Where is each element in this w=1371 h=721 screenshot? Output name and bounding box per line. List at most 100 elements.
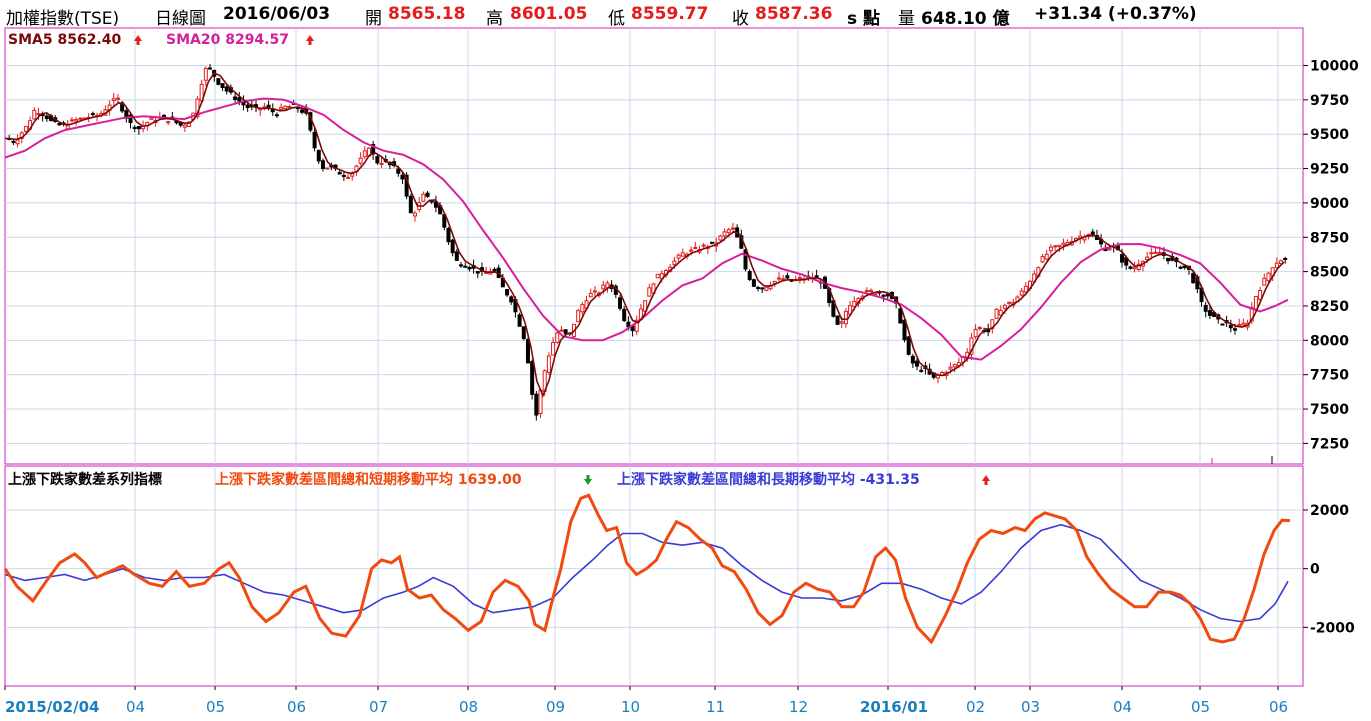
candle-up — [325, 167, 330, 170]
candle-up — [693, 246, 698, 249]
candle-up — [187, 121, 192, 128]
osc-ytick-label: -2000 — [1310, 620, 1355, 636]
xtick-label: 03 — [1021, 698, 1040, 716]
candle-up — [1237, 324, 1242, 327]
candle-up — [655, 273, 660, 279]
open-value: 8565.18 — [388, 4, 466, 24]
candle-down — [216, 78, 221, 85]
candle-up — [869, 289, 874, 292]
candle-down — [237, 97, 242, 102]
close-label: 收 — [732, 9, 749, 29]
candle-down — [919, 369, 924, 372]
candle-up — [1266, 272, 1271, 282]
candle-down — [57, 123, 62, 126]
candle-down — [312, 131, 317, 149]
candle-up — [1044, 253, 1049, 260]
price-panel — [4, 64, 1289, 464]
up-arrow — [134, 35, 142, 45]
candle-up — [203, 67, 208, 81]
period-label: 日線圖 — [155, 9, 206, 29]
candle-up — [864, 290, 869, 293]
quote-header: 加權指數(TSE) 日線圖 2016/06/03 開 8565.18 高 860… — [0, 0, 1371, 29]
xtick-label: 2015/02/04 — [5, 698, 99, 716]
candle-up — [546, 355, 551, 373]
candle-down — [375, 156, 380, 164]
axes: 10000 9750 9500 9250 9000 8750 8500 8250 8000 775… — [4, 58, 1359, 716]
candle-up — [362, 150, 367, 158]
candle-down — [505, 289, 510, 296]
candle-down — [396, 168, 401, 174]
low-value: 8559.77 — [631, 4, 709, 24]
candle-down — [618, 297, 623, 309]
price-ytick-label: 8750 — [1310, 230, 1349, 246]
candle-down — [881, 294, 886, 297]
candle-up — [1053, 245, 1058, 248]
candle-down — [178, 122, 183, 126]
candle-up — [1253, 295, 1258, 310]
sma20-legend: SMA20 8294.57 — [166, 32, 289, 48]
sma20-line — [4, 97, 1289, 361]
candle-up — [1023, 285, 1028, 293]
candle-up — [379, 162, 384, 165]
candle-up — [1262, 277, 1267, 286]
oscillator-panel-border — [4, 465, 1304, 687]
candle-up — [592, 290, 597, 293]
candle-down — [1203, 304, 1208, 312]
high-value: 8601.05 — [510, 4, 588, 24]
candle-down — [530, 361, 535, 395]
xtick-label: 02 — [966, 698, 985, 716]
price-ytick-label: 8000 — [1310, 333, 1349, 349]
osc-ytick-label: 0 — [1310, 562, 1320, 578]
candle-down — [300, 109, 305, 113]
candle-down — [1178, 266, 1183, 269]
candle-up — [1241, 322, 1246, 326]
candle-down — [475, 271, 480, 274]
candle-down — [224, 86, 229, 92]
xtick-label: 05 — [206, 698, 225, 716]
candle-down — [906, 336, 911, 355]
candle-up — [701, 244, 706, 247]
quote-date: 2016/06/03 — [223, 4, 331, 24]
candle-up — [166, 121, 171, 124]
candle-up — [1040, 256, 1045, 263]
candle-down — [128, 114, 133, 124]
candle-up — [1007, 301, 1012, 304]
s-label: s 點 — [847, 9, 881, 29]
candle-down — [132, 126, 137, 129]
volume-value: 648.10 億 — [921, 9, 1010, 29]
legends: SMA5 8562.40 SMA20 8294.57 上漲下跌家數差系列指標 上漲下跌… — [8, 32, 990, 488]
candle-up — [111, 98, 116, 101]
candle-up — [287, 106, 292, 109]
grid — [4, 27, 1304, 687]
candle-up — [676, 254, 681, 259]
candle-down — [463, 265, 468, 268]
candle-up — [279, 107, 284, 110]
candle-up — [559, 329, 564, 332]
candle-up — [973, 328, 978, 338]
candle-up — [36, 113, 41, 116]
candle-down — [835, 315, 840, 325]
candle-up — [78, 117, 83, 120]
up-arrow — [306, 35, 314, 45]
candle-down — [446, 227, 451, 243]
open-label: 開 — [365, 9, 382, 29]
candle-down — [747, 270, 752, 281]
candle-down — [986, 329, 991, 333]
long-avg-legend: 上漲下跌家數差區間總和長期移動平均 -431.35 — [617, 471, 920, 488]
candle-down — [898, 308, 903, 324]
candle-up — [149, 117, 154, 120]
candle-up — [1002, 304, 1007, 309]
candle-up — [1157, 252, 1162, 255]
sma5-line — [4, 71, 1285, 398]
candle-down — [563, 329, 568, 335]
candle-down — [316, 149, 321, 162]
candle-down — [341, 174, 346, 177]
candle-up — [1149, 252, 1154, 255]
candle-down — [233, 96, 238, 101]
candle-down — [751, 279, 756, 287]
close-value: 8587.36 — [755, 4, 833, 24]
candle-down — [1233, 328, 1238, 331]
candle-up — [413, 212, 418, 217]
candle-up — [977, 327, 982, 330]
